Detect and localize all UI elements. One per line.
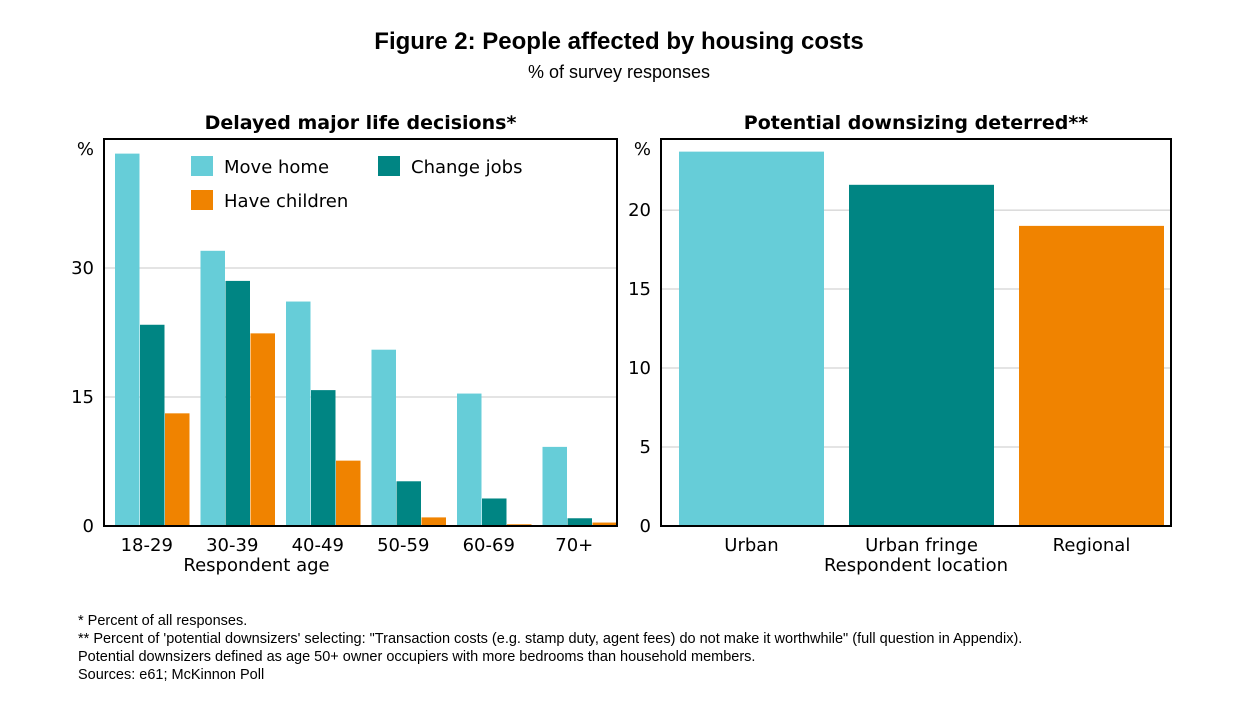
panel1-legend-swatch (191, 156, 213, 176)
panel2-bar (679, 151, 824, 527)
panel1-bar-change-jobs (396, 481, 421, 526)
panel1-y-unit-label: % (77, 139, 94, 160)
panel1-bar-move-home (286, 301, 311, 526)
panel2-x-tick-label: Urban (724, 535, 778, 556)
panel1-bar-have-children (250, 333, 275, 526)
panel2-x-tick-label: Regional (1053, 535, 1131, 556)
panel1-x-tick-label: 30-39 (206, 535, 258, 556)
panel1-bar-move-home (200, 250, 225, 527)
panel1-legend-label: Have children (224, 191, 348, 212)
panel1-bar-change-jobs (140, 324, 165, 526)
figure-subtitle: % of survey responses (527, 62, 711, 82)
panel1-bar-change-jobs (225, 280, 250, 526)
panel1-y-tick-label: 0 (83, 516, 94, 537)
panel1-bar-have-children (336, 460, 361, 526)
panel2-bar (1019, 225, 1164, 526)
panel2-y-tick-label: 20 (628, 200, 651, 221)
panel2-bar (849, 184, 994, 526)
panel1-bar-have-children (165, 413, 190, 526)
panel1-x-tick-label: 18-29 (121, 535, 173, 556)
panel2-x-axis-title: Respondent location (824, 555, 1008, 576)
panel1-title: Delayed major life decisions* (205, 112, 517, 134)
panel1-bar-have-children (592, 522, 617, 526)
panel1-bar-change-jobs (567, 518, 592, 526)
panel2-y-tick-label: 5 (640, 437, 651, 458)
figure-title: Figure 2: People affected by housing cos… (374, 28, 864, 55)
panel1-legend-swatch (191, 190, 213, 210)
panel2-y-tick-label: 10 (628, 358, 651, 379)
panel1-x-tick-label: 40-49 (292, 535, 344, 556)
footnote-1: * Percent of all responses. (78, 613, 248, 629)
panel2-y-unit-label: % (634, 139, 651, 160)
panel1-legend-swatch (378, 156, 400, 176)
panel1-bar-change-jobs (482, 498, 507, 526)
panel1-bar-change-jobs (311, 390, 336, 526)
panel1-legend-label: Change jobs (411, 157, 522, 178)
panel1-y-tick-label: 15 (71, 387, 94, 408)
panel1-bar-have-children (421, 517, 446, 526)
panel2-frame (660, 138, 1172, 527)
panel1-legend-label: Move home (224, 157, 329, 178)
footnotes: * Percent of all responses. ** Percent o… (78, 612, 1022, 684)
panel1-frame (103, 138, 618, 527)
panel1-x-tick-label: 60-69 (463, 535, 515, 556)
panel1-y-tick-label: 30 (71, 258, 94, 279)
panel1-x-axis-title: Respondent age (183, 555, 329, 576)
footnote-3: Potential downsizers defined as age 50+ … (78, 649, 756, 665)
footnote-4: Sources: e61; McKinnon Poll (78, 667, 265, 683)
panel1-x-tick-label: 50-59 (377, 535, 429, 556)
panel1-bar-move-home (457, 393, 482, 526)
panel1-x-tick-label: 70+ (555, 535, 593, 556)
panel2-title: Potential downsizing deterred** (744, 112, 1089, 134)
panel2-y-tick-label: 15 (628, 279, 651, 300)
panel2-y-tick-label: 0 (640, 516, 651, 537)
panel1-bar-move-home (542, 446, 567, 526)
panel1-bar-move-home (115, 153, 140, 526)
footnote-2: ** Percent of 'potential downsizers' sel… (78, 631, 1023, 647)
panel1-bar-move-home (371, 349, 396, 526)
panel2-x-tick-label: Urban fringe (865, 535, 978, 556)
